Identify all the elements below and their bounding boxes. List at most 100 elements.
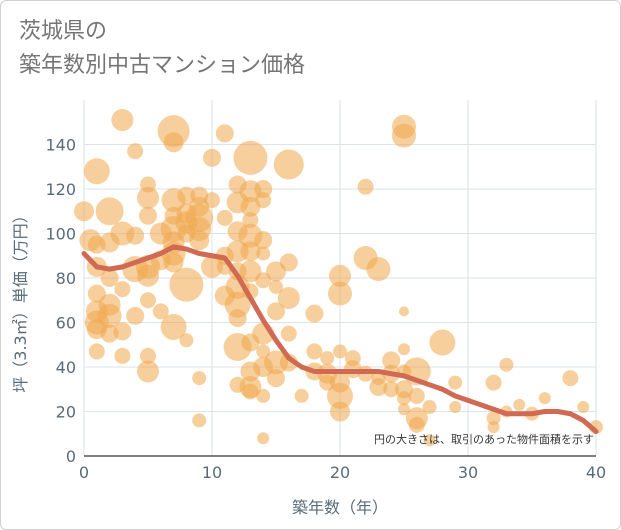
bubble (429, 329, 456, 356)
bubble (538, 392, 551, 405)
bubble (215, 124, 234, 143)
bubble (114, 347, 131, 364)
bubble (114, 281, 131, 298)
bubble (486, 411, 501, 426)
x-axis-label: 築年数（年） (292, 498, 388, 517)
bubble-size-note: 円の大きさは、取引のあった物件面積を示す (374, 432, 594, 446)
bubble (224, 291, 251, 318)
bubble (100, 269, 119, 287)
bubble (192, 413, 207, 428)
bubble (383, 381, 400, 398)
bubble (177, 186, 196, 205)
bubble (216, 209, 233, 226)
y-tick-label: 120 (45, 180, 76, 199)
bubble (398, 403, 410, 416)
trend-layer (81, 244, 599, 435)
bubble (137, 264, 159, 287)
bubble (327, 382, 353, 409)
bubble (267, 369, 285, 388)
bubble (328, 281, 352, 306)
bubble (397, 391, 411, 406)
bubble (242, 383, 259, 400)
bubble (408, 387, 425, 404)
bubble (179, 333, 194, 348)
bubble (192, 371, 207, 386)
bubble (137, 360, 159, 383)
tick-labels: 0 10 20 30 40 0 20 40 60 80 100 120 140 (45, 136, 606, 483)
bubble (160, 313, 187, 340)
bubble (279, 253, 298, 272)
bubble (204, 192, 220, 209)
bubble (305, 304, 324, 323)
bubble (88, 343, 105, 360)
y-tick-label: 100 (45, 225, 76, 244)
x-tick-label: 0 (79, 463, 89, 482)
bubble (256, 388, 271, 403)
bubble (329, 264, 351, 287)
bubble (330, 401, 350, 422)
bubble (240, 241, 261, 262)
bubble (267, 302, 285, 321)
bubble (294, 388, 309, 403)
bubble (269, 279, 283, 294)
bubble (577, 401, 590, 414)
bubble (111, 109, 134, 132)
bubble (257, 432, 270, 445)
bubble (382, 351, 401, 370)
bubble (169, 267, 204, 302)
bubble (95, 197, 124, 226)
bubble (513, 398, 526, 411)
bubble (242, 212, 259, 229)
bubble (423, 434, 436, 447)
bubble (399, 306, 409, 317)
bubble (97, 303, 122, 328)
bubble (256, 344, 271, 359)
bubble (203, 148, 221, 167)
y-tick-label: 140 (45, 136, 76, 155)
bubble (449, 401, 462, 414)
bubble (233, 140, 268, 175)
x-tick-label: 20 (330, 463, 350, 482)
bubble (74, 201, 94, 222)
bubble (320, 351, 335, 366)
bubble (366, 257, 391, 282)
bubble (280, 325, 297, 342)
bubble (562, 370, 579, 387)
bubble (279, 353, 298, 372)
bubble (408, 416, 425, 433)
bubble (398, 343, 410, 356)
bubble (422, 400, 437, 415)
bubble (201, 255, 223, 278)
bubble (333, 344, 347, 359)
bubble (357, 178, 374, 195)
bubble (369, 378, 388, 397)
bubble (113, 322, 132, 341)
bubble (485, 374, 502, 391)
bubble (255, 192, 272, 209)
bubble (139, 206, 157, 225)
y-axis-label: 坪（3.3㎡）単価（万円） (11, 207, 30, 392)
bubble (254, 180, 273, 198)
bubble (306, 343, 323, 360)
bubble (189, 230, 210, 251)
bubble (264, 350, 288, 375)
bubble (499, 357, 514, 372)
x-tick-label: 40 (586, 463, 606, 482)
bubble (273, 149, 304, 180)
y-tick-label: 80 (56, 269, 76, 288)
bubble (126, 306, 145, 325)
bubble (127, 143, 144, 160)
bubble (83, 158, 110, 185)
bubble (448, 375, 463, 390)
bubble (126, 226, 145, 245)
bubble (163, 252, 184, 273)
bubble (487, 421, 500, 434)
x-tick-label: 30 (458, 463, 478, 482)
bubble (255, 272, 272, 289)
bubble (152, 303, 169, 320)
trend-line (81, 244, 599, 435)
y-tick-label: 60 (56, 314, 76, 333)
y-tick-label: 40 (56, 358, 76, 377)
bubble (140, 292, 156, 309)
chart-title: 茨城県の 築年数別中古マンション価格 (19, 19, 306, 78)
